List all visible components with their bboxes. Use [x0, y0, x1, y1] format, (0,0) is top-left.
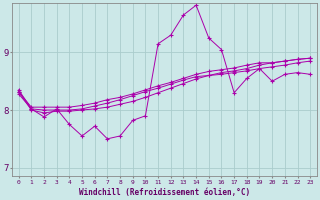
X-axis label: Windchill (Refroidissement éolien,°C): Windchill (Refroidissement éolien,°C) [79, 188, 250, 197]
